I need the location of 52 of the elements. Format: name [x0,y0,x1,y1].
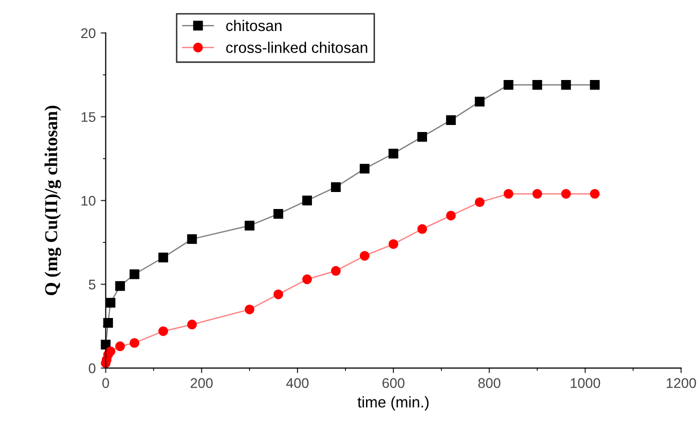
point [561,188,571,199]
point [388,239,398,249]
point [561,80,571,90]
x-tick-label: 200 [190,378,213,388]
point [130,269,140,280]
point [417,224,428,234]
point [115,341,125,352]
point [532,80,542,90]
point [446,210,456,220]
point [302,274,312,284]
y-tick-label: 15 [82,112,96,122]
point [331,182,341,192]
y-tick-label: 20 [81,28,96,38]
point [360,250,370,261]
point [474,96,485,107]
point [130,338,140,348]
point [273,209,284,219]
point [590,188,600,199]
point [273,289,284,300]
legend-label: chitosan [226,20,282,32]
x-tick-label: 1200 [666,378,696,388]
point [446,115,456,125]
point [244,304,254,314]
x-tick-label: 1000 [570,378,600,388]
x-tick-label: 800 [478,378,500,388]
point [417,132,428,142]
point [244,220,254,231]
point [158,326,168,336]
point [532,188,542,199]
point [504,80,514,90]
point [331,266,341,276]
x-tick-label: 400 [286,378,309,388]
point [504,188,514,199]
y-tick-label: 10 [82,196,96,206]
point [302,196,312,206]
point [474,197,485,208]
point [106,298,116,308]
point [187,234,197,244]
point [187,320,197,330]
y-tick-label: 5 [88,280,96,290]
point [388,148,398,158]
point [590,80,600,90]
x-axis-title: time (min.) [358,396,429,411]
y-axis-title: Q (mg Cu(II)/g chitosan) [44,106,62,296]
x-tick-label: 600 [382,378,404,388]
point [115,281,125,291]
x-tick-label: 0 [102,378,110,388]
point [158,252,168,262]
y-tick-label: 0 [88,363,96,374]
point [106,346,116,356]
point [360,164,370,174]
legend-label: cross-linked chitosan [226,42,368,53]
